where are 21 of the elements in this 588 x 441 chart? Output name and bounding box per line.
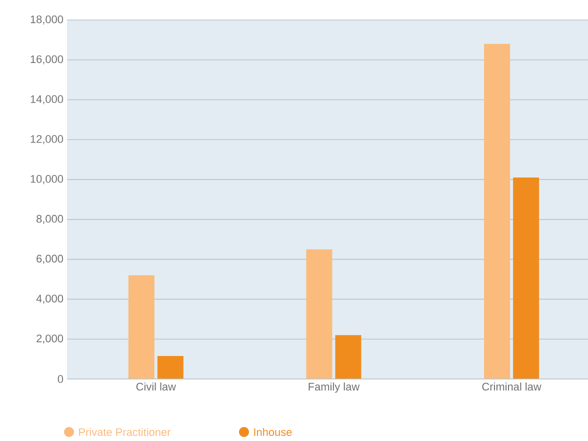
y-tick-label: 18,000 bbox=[30, 15, 64, 25]
y-tick-label: 6,000 bbox=[36, 254, 64, 264]
legend-label: Private Practitioner bbox=[79, 428, 171, 436]
y-tick-label: 12,000 bbox=[30, 135, 64, 144]
y-tick-label: 16,000 bbox=[30, 55, 64, 64]
bar bbox=[484, 44, 510, 379]
y-tick-label: 2,000 bbox=[36, 334, 64, 344]
x-tick-label: Civil law bbox=[136, 382, 176, 391]
bar bbox=[157, 356, 184, 379]
y-tick-label: 10,000 bbox=[30, 175, 64, 184]
bar bbox=[513, 178, 540, 379]
y-tick-label: 14,000 bbox=[30, 95, 64, 104]
bar bbox=[306, 249, 332, 379]
bar bbox=[335, 335, 362, 379]
y-tick-label: 8,000 bbox=[36, 214, 64, 224]
legend-label: Inhouse bbox=[254, 428, 292, 436]
x-tick-label: Family law bbox=[308, 382, 360, 393]
y-tick-label: 0 bbox=[58, 375, 64, 383]
bar bbox=[128, 275, 154, 379]
y-tick-label: 4,000 bbox=[36, 294, 64, 304]
x-tick-label: Criminal law bbox=[482, 382, 542, 391]
